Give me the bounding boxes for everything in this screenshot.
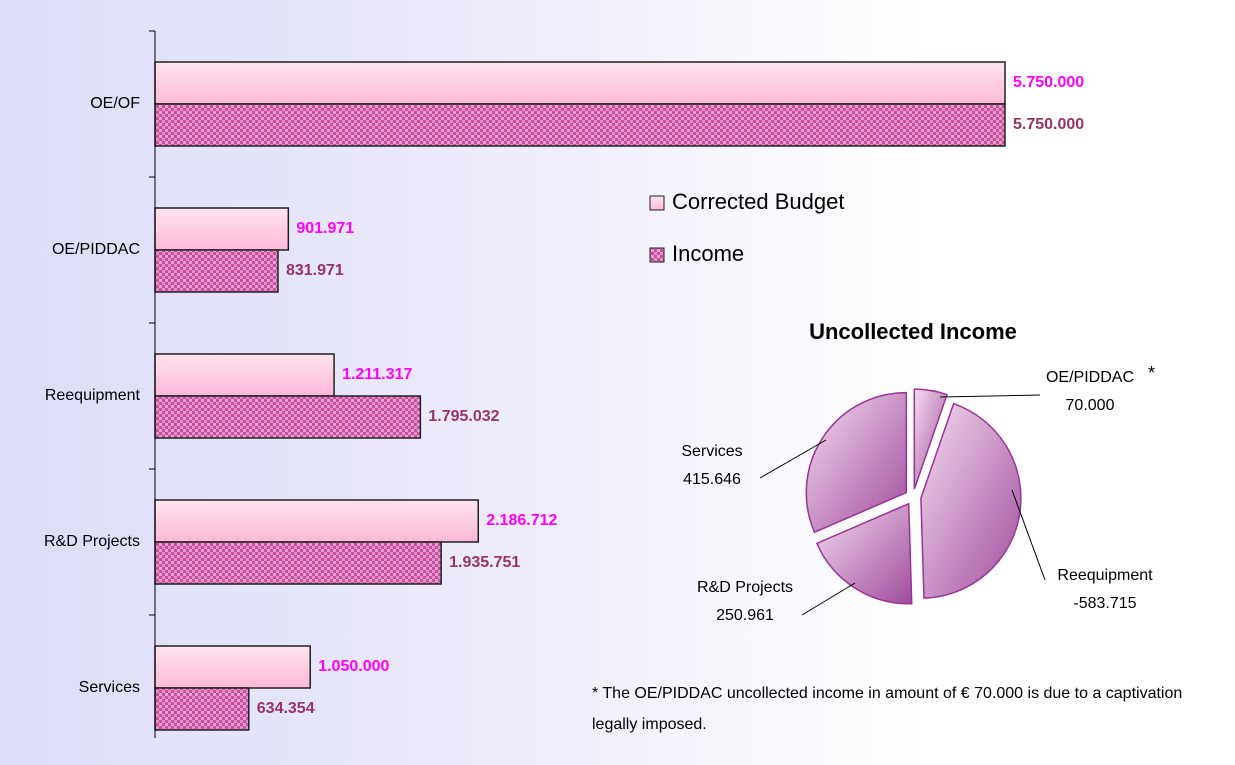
value-label: 5.750.000 <box>1013 74 1084 91</box>
y-tick-label: R&D Projects <box>44 533 140 550</box>
value-label: 1.050.000 <box>318 658 389 675</box>
value-label: 901.971 <box>296 220 354 237</box>
value-label: 1.211.317 <box>342 366 412 383</box>
value-label: 5.750.000 <box>1013 116 1084 133</box>
pie-slice <box>805 391 908 534</box>
y-tick-label: Reequipment <box>45 387 141 404</box>
legend-swatch <box>649 247 665 263</box>
pie-label: R&D Projects <box>697 579 793 596</box>
bar <box>154 645 311 689</box>
value-label: 831.971 <box>286 262 344 279</box>
bar <box>154 207 290 251</box>
bar <box>154 61 1006 105</box>
bar <box>154 499 480 543</box>
pie-label: OE/PIDDAC <box>1046 369 1134 386</box>
value-label: 1.935.751 <box>449 554 520 571</box>
leader-line <box>1011 489 1046 581</box>
leader-line <box>939 394 1041 398</box>
pie-value-label: -583.715 <box>1073 595 1136 612</box>
y-tick-label: OE/OF <box>90 95 140 112</box>
legend-label: Income <box>672 241 744 266</box>
y-tick-label: OE/PIDDAC <box>52 241 140 258</box>
pie-title: Uncollected Income <box>809 319 1017 344</box>
pie-label: Reequipment <box>1057 567 1153 584</box>
pie-value-label: 250.961 <box>716 607 774 624</box>
y-tick-label: Services <box>79 679 140 696</box>
value-label: 2.186.712 <box>486 512 557 529</box>
bar <box>154 687 250 731</box>
footnote-text: The OE/PIDDAC uncollected income in amou… <box>592 685 1183 733</box>
pie-slice <box>815 502 913 605</box>
leader-line <box>759 439 827 479</box>
asterisk: * <box>1148 363 1155 383</box>
pie-value-label: 70.000 <box>1066 397 1115 414</box>
value-label: 1.795.032 <box>428 408 499 425</box>
pie-slice <box>913 388 948 490</box>
bar <box>154 541 442 585</box>
asterisk: * <box>592 685 599 702</box>
pie-slice <box>920 402 1022 599</box>
bar <box>154 249 279 293</box>
legend-swatch <box>649 195 665 211</box>
leader-line <box>801 582 856 616</box>
pie-label: Services <box>681 443 742 460</box>
bar <box>154 395 422 439</box>
bar <box>154 103 1006 147</box>
value-label: 634.354 <box>257 700 315 717</box>
pie-value-label: 415.646 <box>683 471 741 488</box>
bar <box>154 353 335 397</box>
legend-label: Corrected Budget <box>672 189 844 214</box>
footnote: * The OE/PIDDAC uncollected income in am… <box>592 678 1222 740</box>
